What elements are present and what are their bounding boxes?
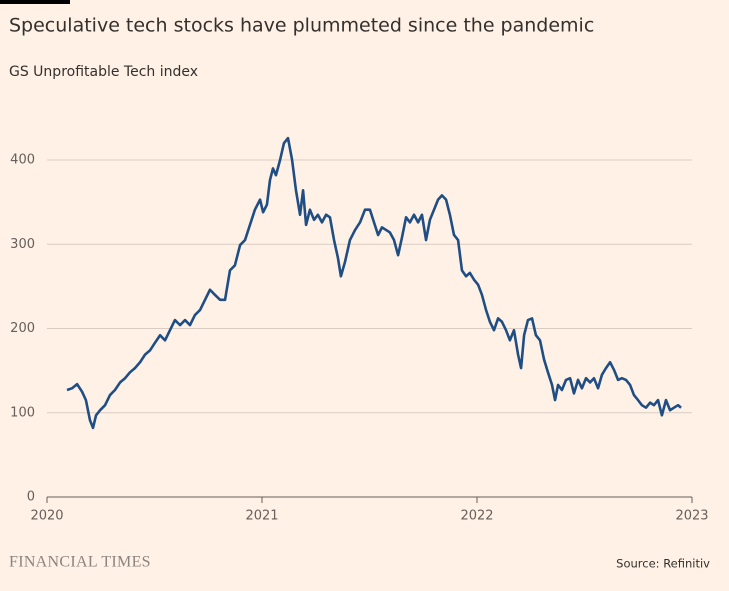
x-tick-label: 2023 — [675, 509, 708, 524]
y-tick-label: 100 — [10, 405, 35, 420]
x-tick-label: 2020 — [30, 509, 63, 524]
y-tick-label: 400 — [10, 153, 35, 168]
chart-title: Speculative tech stocks have plummeted s… — [9, 15, 594, 37]
y-tick-label: 300 — [10, 237, 35, 252]
brand: FINANCIAL TIMES — [9, 554, 151, 571]
chart-subtitle: GS Unprofitable Tech index — [9, 64, 198, 80]
x-tick-label: 2021 — [245, 509, 278, 524]
brand-bar — [0, 0, 70, 4]
line — [66, 136, 682, 430]
x-tick-label: 2022 — [460, 509, 493, 524]
y-tick-label: 0 — [27, 490, 35, 505]
source: Source: Refinitiv — [616, 557, 710, 571]
y-tick-label: 200 — [10, 321, 35, 336]
